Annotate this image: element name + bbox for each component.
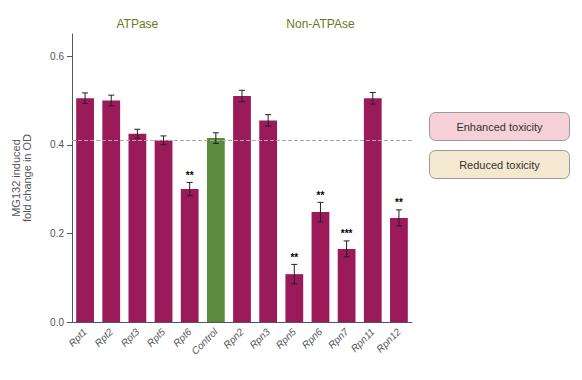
svg-text:Rpn5: Rpn5	[274, 326, 299, 351]
svg-text:Rpt3: Rpt3	[119, 326, 142, 349]
svg-text:Rpt6: Rpt6	[171, 326, 194, 349]
svg-text:0.6: 0.6	[50, 51, 64, 62]
svg-text:Non-ATPAse: Non-ATPAse	[286, 17, 355, 31]
svg-text:Control: Control	[189, 326, 220, 357]
svg-text:0.4: 0.4	[50, 139, 64, 150]
svg-text:Rpn11: Rpn11	[349, 326, 377, 354]
svg-text:**: **	[395, 197, 403, 208]
svg-text:Rpn7: Rpn7	[326, 326, 351, 351]
svg-text:Rpn3: Rpn3	[247, 326, 272, 351]
svg-text:fold change in OD: fold change in OD	[21, 134, 33, 222]
svg-text:**: **	[317, 190, 325, 201]
svg-text:Rpn2: Rpn2	[221, 326, 246, 351]
svg-text:Rpt1: Rpt1	[66, 326, 89, 349]
svg-text:**: **	[290, 252, 298, 263]
svg-text:Rpt5: Rpt5	[145, 326, 168, 349]
svg-text:Rpn12: Rpn12	[374, 326, 403, 355]
svg-text:0.2: 0.2	[50, 228, 64, 239]
svg-text:Rpn6: Rpn6	[300, 326, 325, 351]
svg-text:Rpt2: Rpt2	[92, 326, 115, 349]
svg-text:**: **	[186, 170, 194, 181]
svg-text:MG132 induced: MG132 induced	[9, 139, 22, 217]
svg-text:Enhanced toxicity: Enhanced toxicity	[456, 121, 543, 133]
svg-text:Reduced toxicity: Reduced toxicity	[459, 159, 540, 171]
svg-text:0.0: 0.0	[50, 317, 64, 328]
svg-text:***: ***	[341, 228, 353, 239]
svg-text:ATPase: ATPase	[116, 17, 158, 31]
